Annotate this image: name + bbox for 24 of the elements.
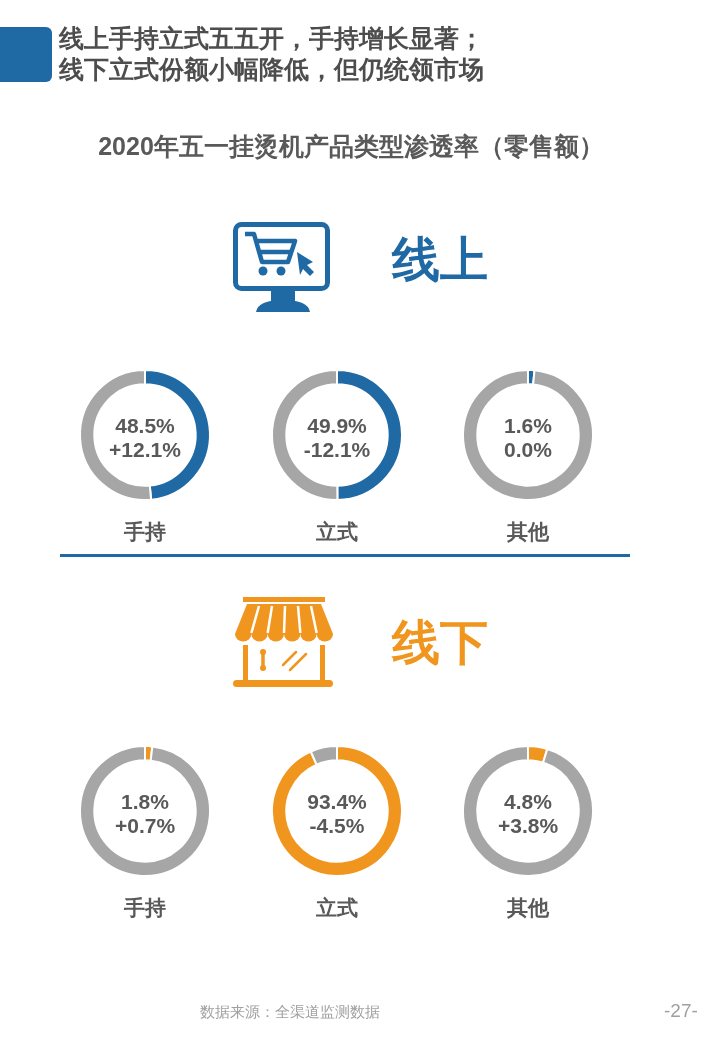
text: 线上手持立式五五开，手持增长显著；线下立式份额小幅降低，但仍统领市场: [59, 23, 485, 85]
data-label: 48.5%: [115, 413, 176, 437]
text: 其他: [506, 895, 550, 921]
text: 2020年五一挂烫机产品类型渗透率（零售额）: [97, 131, 605, 162]
source-note: 数据来源：全渠道监测数据: [200, 1002, 380, 1022]
data-label: 1.6%: [504, 413, 553, 437]
text: 手持: [123, 895, 167, 921]
data-label: 4.8%: [504, 789, 553, 813]
text: 线上: [392, 232, 488, 288]
text: -4.5%: [309, 814, 365, 838]
data-label: 1.8%: [121, 789, 170, 813]
text: 立式: [315, 895, 359, 921]
text: 其他: [506, 519, 550, 545]
text: -27-: [664, 1000, 698, 1021]
text: 0.0%: [504, 438, 553, 462]
text: 手持: [123, 519, 167, 545]
text: +0.7%: [114, 814, 176, 838]
text: +12.1%: [109, 438, 182, 462]
text: 线下: [392, 615, 488, 671]
data-label: 93.4%: [307, 789, 368, 813]
text: 立式: [315, 519, 359, 545]
text: -12.1%: [303, 438, 371, 462]
data-label: 49.9%: [307, 413, 368, 437]
text: +3.8%: [497, 814, 559, 838]
